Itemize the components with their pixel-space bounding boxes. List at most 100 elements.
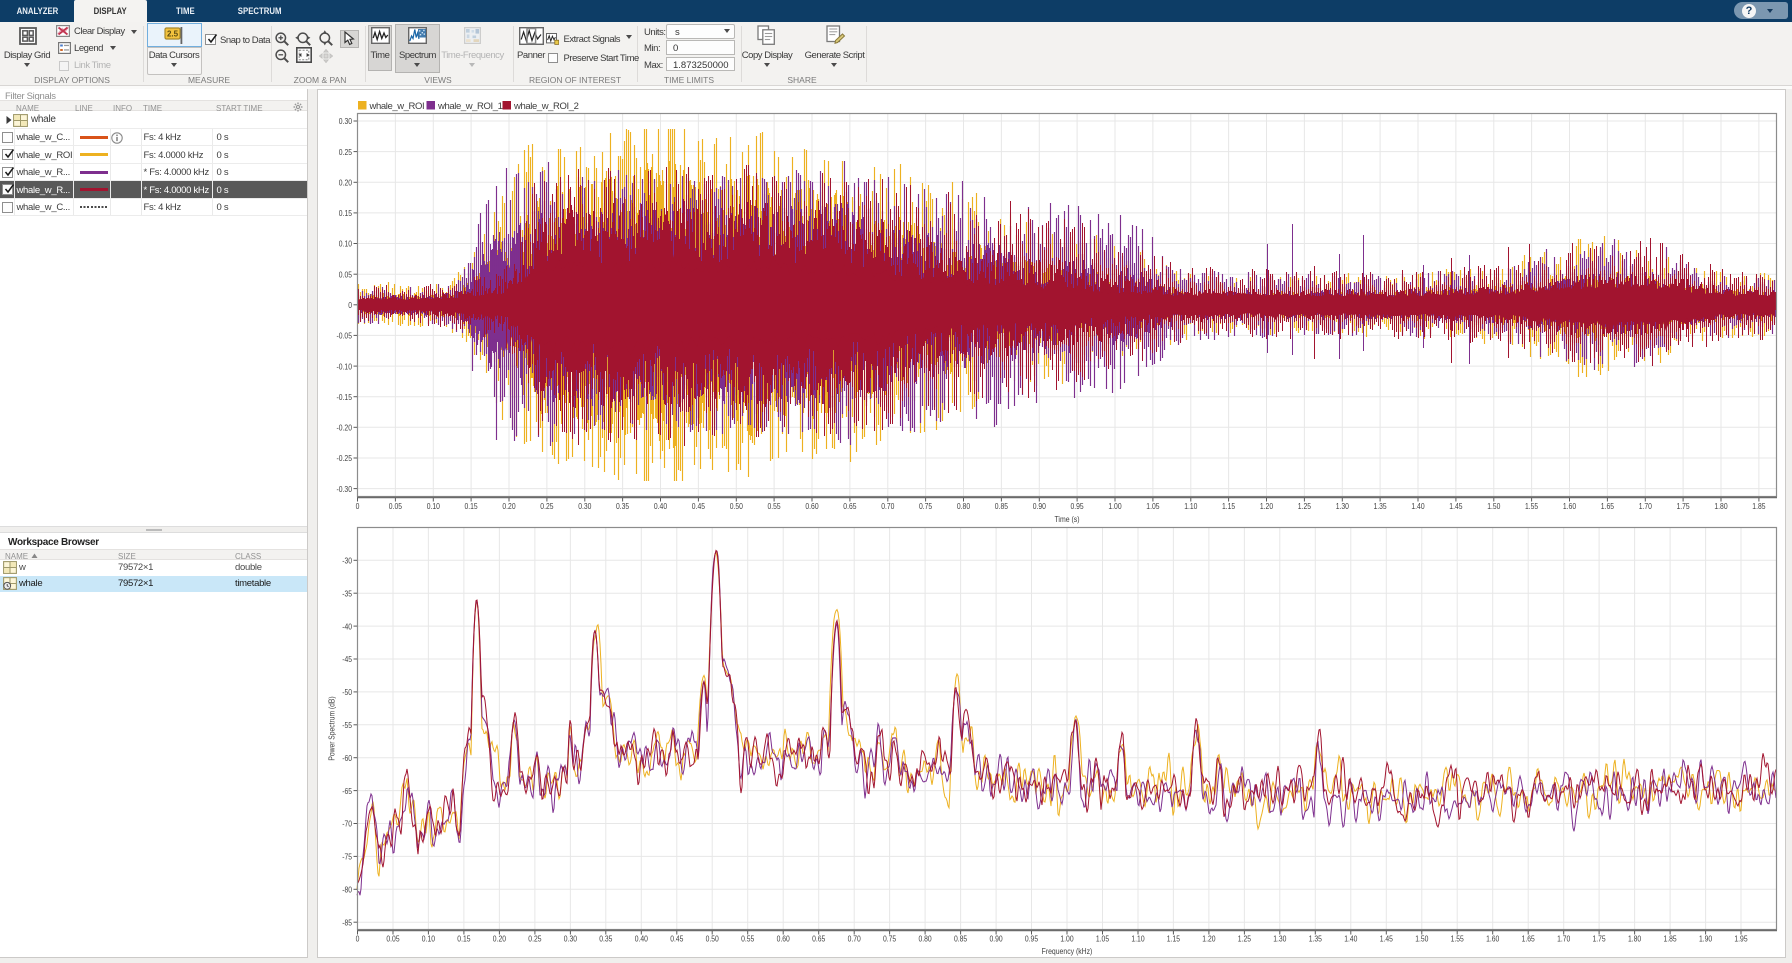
svg-text:1.45: 1.45 bbox=[1449, 501, 1462, 511]
svg-text:0.80: 0.80 bbox=[957, 501, 970, 511]
svg-text:1.20: 1.20 bbox=[1202, 934, 1215, 944]
svg-text:-0.05: -0.05 bbox=[337, 331, 353, 341]
svg-text:1.80: 1.80 bbox=[1628, 934, 1641, 944]
svg-text:1.65: 1.65 bbox=[1522, 934, 1535, 944]
svg-text:0.30: 0.30 bbox=[564, 934, 577, 944]
svg-text:0.05: 0.05 bbox=[386, 934, 399, 944]
svg-text:1.70: 1.70 bbox=[1557, 934, 1570, 944]
svg-text:0.35: 0.35 bbox=[599, 934, 612, 944]
svg-text:0.50: 0.50 bbox=[706, 934, 719, 944]
svg-text:1.45: 1.45 bbox=[1380, 934, 1393, 944]
svg-text:0.10: 0.10 bbox=[339, 239, 352, 249]
svg-text:0.55: 0.55 bbox=[741, 934, 754, 944]
svg-text:Time (s): Time (s) bbox=[1054, 514, 1079, 524]
svg-text:1.55: 1.55 bbox=[1525, 501, 1538, 511]
svg-text:0.95: 0.95 bbox=[1025, 934, 1038, 944]
svg-text:0: 0 bbox=[348, 300, 352, 310]
svg-text:0.20: 0.20 bbox=[339, 178, 352, 188]
svg-text:0.85: 0.85 bbox=[995, 501, 1008, 511]
svg-text:1.05: 1.05 bbox=[1146, 501, 1159, 511]
svg-text:0: 0 bbox=[356, 934, 360, 944]
svg-text:1.35: 1.35 bbox=[1309, 934, 1322, 944]
svg-text:0.50: 0.50 bbox=[730, 501, 743, 511]
svg-text:1.35: 1.35 bbox=[1374, 501, 1387, 511]
svg-text:1.70: 1.70 bbox=[1639, 501, 1652, 511]
svg-text:1.60: 1.60 bbox=[1486, 934, 1499, 944]
svg-text:0.45: 0.45 bbox=[670, 934, 683, 944]
svg-text:1.15: 1.15 bbox=[1167, 934, 1180, 944]
svg-text:-85: -85 bbox=[342, 917, 352, 927]
svg-text:1.10: 1.10 bbox=[1184, 501, 1197, 511]
svg-text:1.85: 1.85 bbox=[1752, 501, 1765, 511]
svg-text:-40: -40 bbox=[342, 621, 352, 631]
svg-text:1.30: 1.30 bbox=[1273, 934, 1286, 944]
svg-text:0.85: 0.85 bbox=[954, 934, 967, 944]
svg-text:0.25: 0.25 bbox=[528, 934, 541, 944]
svg-text:0.75: 0.75 bbox=[919, 501, 932, 511]
svg-text:1.40: 1.40 bbox=[1344, 934, 1357, 944]
svg-text:0.60: 0.60 bbox=[777, 934, 790, 944]
svg-text:1.30: 1.30 bbox=[1336, 501, 1349, 511]
svg-text:0: 0 bbox=[356, 501, 360, 511]
svg-text:1.25: 1.25 bbox=[1238, 934, 1251, 944]
svg-text:-0.25: -0.25 bbox=[337, 453, 353, 463]
svg-text:0.65: 0.65 bbox=[843, 501, 856, 511]
svg-text:1.10: 1.10 bbox=[1131, 934, 1144, 944]
svg-text:0.10: 0.10 bbox=[422, 934, 435, 944]
svg-text:0.90: 0.90 bbox=[1033, 501, 1046, 511]
svg-text:0.20: 0.20 bbox=[493, 934, 506, 944]
svg-text:-0.10: -0.10 bbox=[337, 361, 353, 371]
svg-text:1.15: 1.15 bbox=[1222, 501, 1235, 511]
svg-text:-35: -35 bbox=[342, 588, 352, 598]
svg-text:1.60: 1.60 bbox=[1563, 501, 1576, 511]
svg-text:-55: -55 bbox=[342, 720, 352, 730]
svg-text:Power Spectrum (dB): Power Spectrum (dB) bbox=[327, 696, 337, 760]
svg-text:-0.20: -0.20 bbox=[337, 423, 353, 433]
svg-text:1.20: 1.20 bbox=[1260, 501, 1273, 511]
svg-text:0.25: 0.25 bbox=[540, 501, 553, 511]
svg-text:0.15: 0.15 bbox=[457, 934, 470, 944]
svg-text:1.05: 1.05 bbox=[1096, 934, 1109, 944]
svg-text:whale_w_ROI: whale_w_ROI bbox=[369, 101, 425, 112]
svg-text:0.05: 0.05 bbox=[389, 501, 402, 511]
svg-text:0.70: 0.70 bbox=[848, 934, 861, 944]
svg-text:0.70: 0.70 bbox=[881, 501, 894, 511]
svg-text:1.75: 1.75 bbox=[1677, 501, 1690, 511]
svg-text:0.10: 0.10 bbox=[427, 501, 440, 511]
svg-text:0.45: 0.45 bbox=[692, 501, 705, 511]
svg-text:1.40: 1.40 bbox=[1411, 501, 1424, 511]
svg-text:0.30: 0.30 bbox=[339, 116, 352, 126]
svg-text:-65: -65 bbox=[342, 786, 352, 796]
svg-text:-45: -45 bbox=[342, 654, 352, 664]
svg-text:0.55: 0.55 bbox=[768, 501, 781, 511]
svg-text:1.75: 1.75 bbox=[1593, 934, 1606, 944]
svg-text:1.80: 1.80 bbox=[1714, 501, 1727, 511]
svg-text:-80: -80 bbox=[342, 885, 352, 895]
svg-text:-70: -70 bbox=[342, 819, 352, 829]
svg-text:whale_w_ROI_2: whale_w_ROI_2 bbox=[513, 101, 579, 112]
svg-text:-0.15: -0.15 bbox=[337, 392, 353, 402]
svg-text:1.50: 1.50 bbox=[1487, 501, 1500, 511]
svg-text:0.30: 0.30 bbox=[578, 501, 591, 511]
svg-text:1.90: 1.90 bbox=[1699, 934, 1712, 944]
svg-text:0.95: 0.95 bbox=[1071, 501, 1084, 511]
svg-text:1.55: 1.55 bbox=[1451, 934, 1464, 944]
svg-text:0.65: 0.65 bbox=[812, 934, 825, 944]
svg-text:0.60: 0.60 bbox=[805, 501, 818, 511]
svg-text:0.35: 0.35 bbox=[616, 501, 629, 511]
svg-text:0.20: 0.20 bbox=[502, 501, 515, 511]
svg-text:2.5: 2.5 bbox=[167, 30, 179, 39]
svg-text:-30: -30 bbox=[342, 556, 352, 566]
svg-text:1.50: 1.50 bbox=[1415, 934, 1428, 944]
svg-text:0.40: 0.40 bbox=[654, 501, 667, 511]
svg-text:1.00: 1.00 bbox=[1060, 934, 1073, 944]
svg-text:Frequency (kHz): Frequency (kHz) bbox=[1042, 946, 1093, 956]
svg-text:0.40: 0.40 bbox=[635, 934, 648, 944]
svg-text:0.80: 0.80 bbox=[919, 934, 932, 944]
svg-text:0.05: 0.05 bbox=[339, 269, 352, 279]
svg-text:-60: -60 bbox=[342, 753, 352, 763]
svg-text:0.15: 0.15 bbox=[339, 208, 352, 218]
svg-text:-50: -50 bbox=[342, 687, 352, 697]
svg-text:0.90: 0.90 bbox=[990, 934, 1003, 944]
svg-text:0.75: 0.75 bbox=[883, 934, 896, 944]
